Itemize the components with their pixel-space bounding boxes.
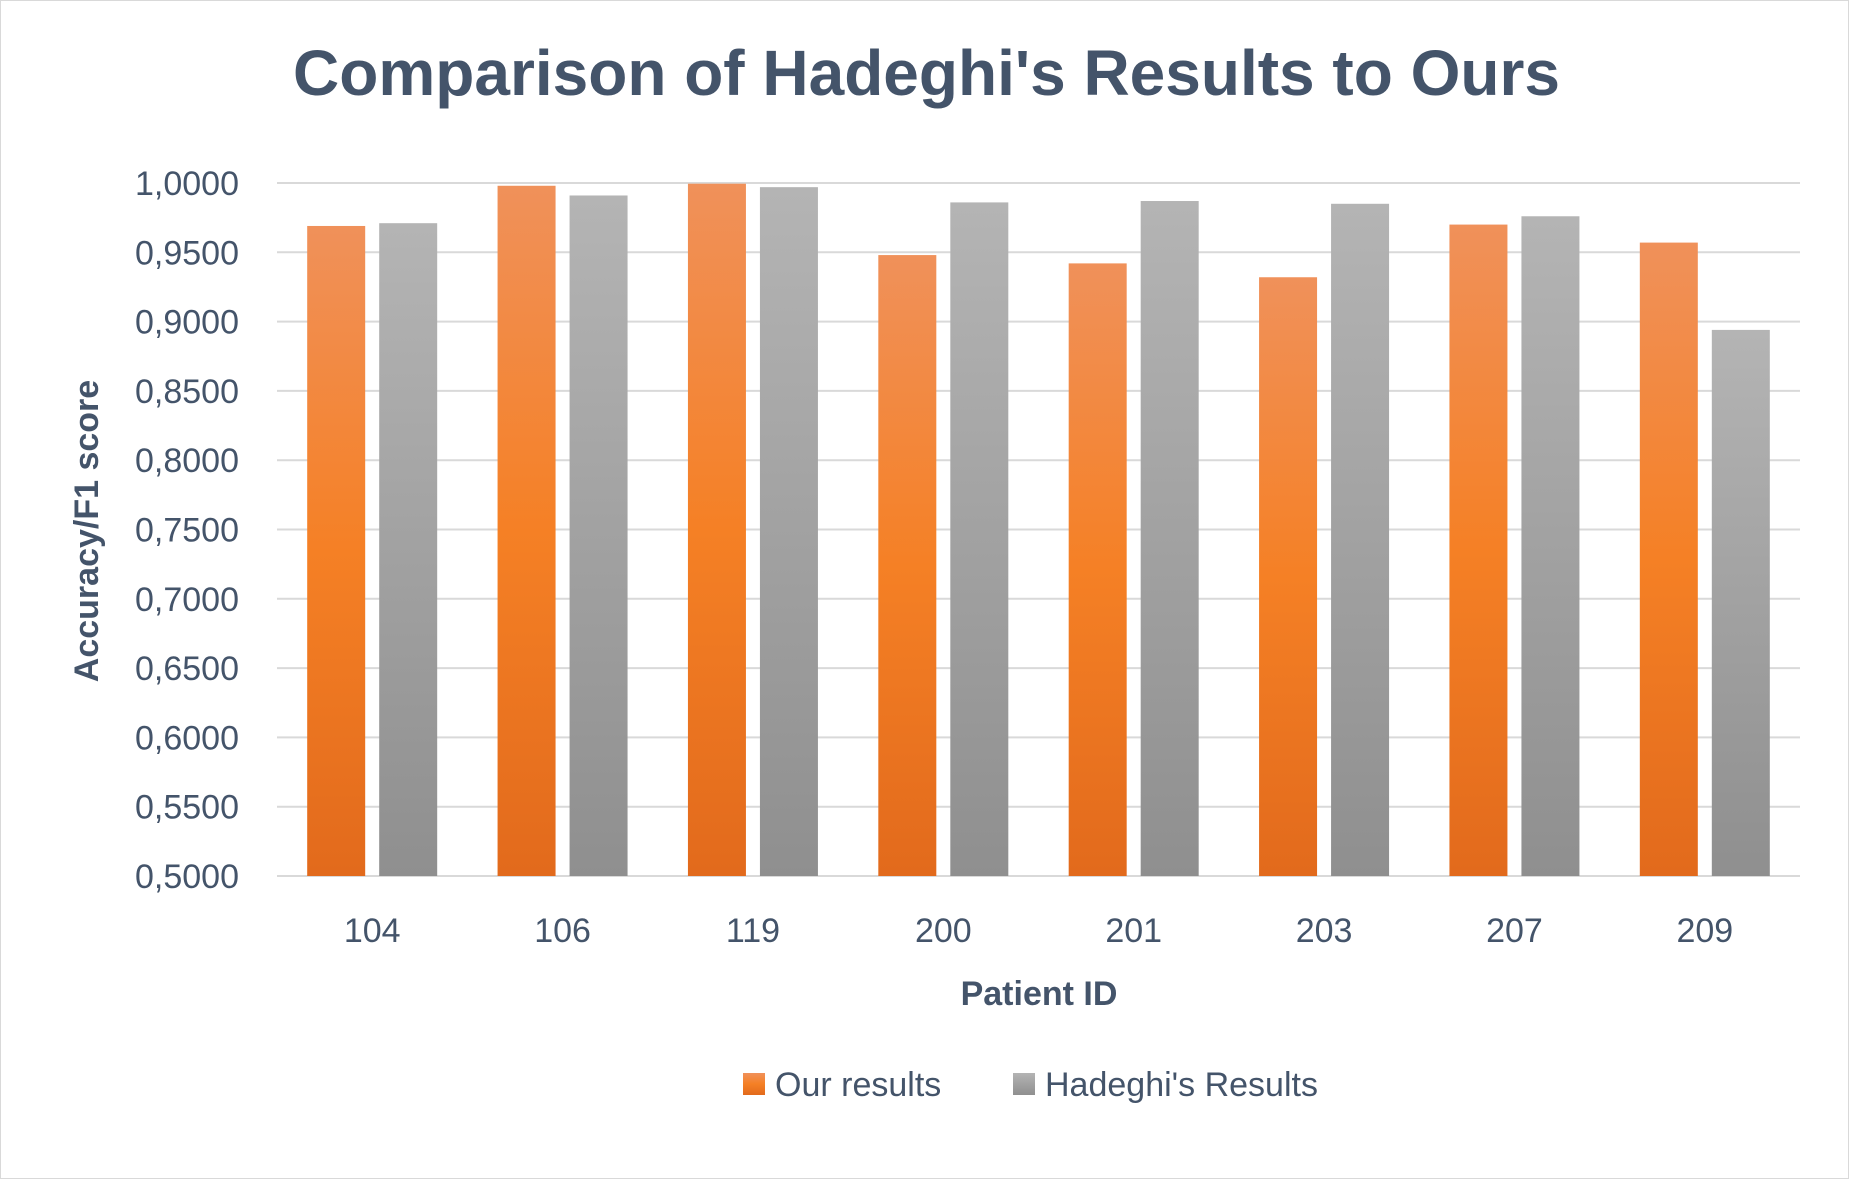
- y-tick-label: 0,8500: [135, 373, 239, 411]
- y-axis-tick-labels: 0,5000 0,5500 0,6000 0,6500 0,7000 0,7500 0,80…: [135, 165, 239, 896]
- x-tick-label: 119: [726, 912, 780, 950]
- y-tick-label: 0,6000: [135, 719, 239, 757]
- y-axis-title: Accuracy/F1 score: [68, 380, 106, 682]
- bars: [307, 183, 1770, 877]
- y-tick-label: 0,8000: [135, 442, 239, 480]
- bar-hadeghi-results-203: [1331, 203, 1390, 877]
- y-tick-label: 0,7500: [135, 512, 239, 550]
- y-tick-label: 0,5500: [135, 789, 239, 827]
- bar-our-results-201: [1068, 263, 1127, 876]
- x-tick-label: 106: [534, 912, 591, 950]
- legend-label-our-results: Our results: [775, 1066, 941, 1104]
- chart-title: Comparison of Hadeghi's Results to Ours: [293, 37, 1560, 109]
- bar-our-results-203: [1259, 277, 1318, 876]
- bar-hadeghi-results-207: [1521, 216, 1580, 876]
- x-tick-label: 209: [1676, 912, 1733, 950]
- bar-our-results-106: [497, 185, 556, 877]
- bar-hadeghi-results-104: [379, 223, 438, 877]
- x-tick-label: 203: [1296, 912, 1353, 950]
- bar-our-results-119: [687, 183, 746, 876]
- y-tick-label: 1,0000: [135, 165, 239, 203]
- y-tick-label: 0,6500: [135, 650, 239, 688]
- x-axis-tick-labels: 104 106 119 200 201 203 207 209: [344, 912, 1733, 950]
- legend-label-hadeghi-results: Hadeghi's Results: [1045, 1066, 1318, 1104]
- legend-swatch-hadeghi-results: [1013, 1073, 1035, 1095]
- y-tick-label: 0,7000: [135, 581, 239, 619]
- bar-our-results-207: [1449, 224, 1508, 876]
- y-tick-label: 0,9500: [135, 234, 239, 272]
- bar-our-results-209: [1639, 242, 1698, 876]
- bar-hadeghi-results-201: [1140, 201, 1199, 876]
- bar-our-results-104: [307, 225, 366, 876]
- bar-hadeghi-results-209: [1711, 329, 1770, 876]
- bar-hadeghi-results-200: [950, 202, 1009, 877]
- x-tick-label: 104: [344, 912, 401, 950]
- y-tick-label: 0,5000: [135, 858, 239, 896]
- x-axis-title: Patient ID: [961, 975, 1118, 1013]
- y-tick-label: 0,9000: [135, 304, 239, 342]
- legend: Our results Hadeghi's Results: [743, 1066, 1318, 1104]
- x-tick-label: 207: [1486, 912, 1543, 950]
- x-tick-label: 201: [1105, 912, 1162, 950]
- bar-hadeghi-results-106: [569, 195, 628, 876]
- bar-our-results-200: [878, 255, 937, 876]
- x-tick-label: 200: [915, 912, 972, 950]
- bar-hadeghi-results-119: [759, 187, 818, 876]
- legend-swatch-our-results: [743, 1073, 765, 1095]
